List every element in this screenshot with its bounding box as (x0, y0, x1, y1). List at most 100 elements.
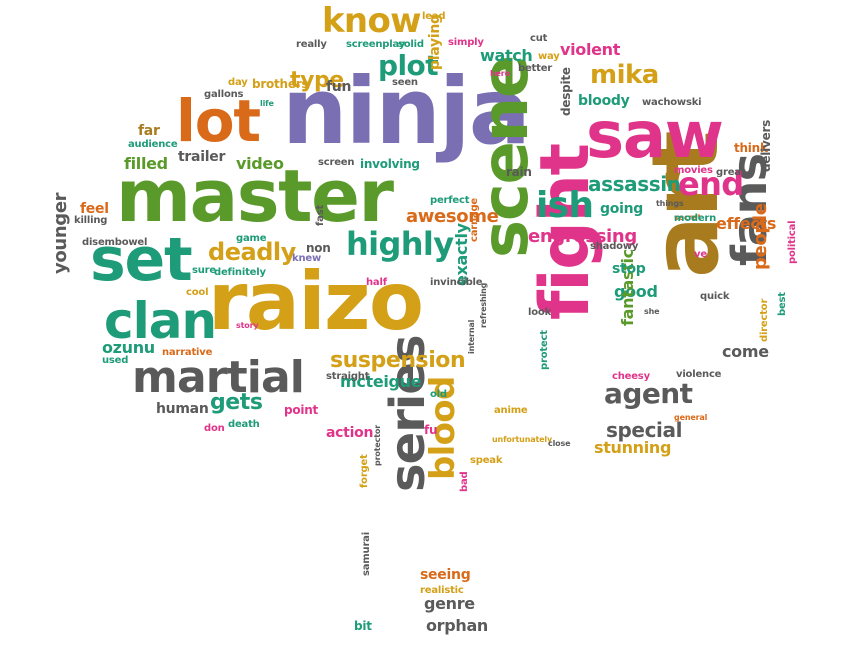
cloud-word-stunning: stunning (594, 438, 672, 457)
cloud-word-effects: effects (716, 214, 777, 233)
cloud-word-better: better (518, 63, 553, 74)
cloud-word-audience: audience (128, 139, 178, 150)
cloud-word-definitely: definitely (214, 267, 266, 278)
cloud-word-cool: cool (186, 287, 209, 298)
cloud-word-forget: forget (359, 454, 370, 488)
cloud-word-action: action (326, 425, 374, 441)
cloud-word-mika: mika (590, 60, 659, 90)
cloud-word-suspension: suspension (330, 348, 466, 373)
cloud-word-violence: violence (676, 369, 722, 380)
cloud-word-shadowy: shadowy (590, 241, 639, 252)
cloud-word-anime: anime (494, 405, 528, 416)
cloud-word-quick: quick (700, 291, 730, 302)
cloud-word-close: close (548, 439, 571, 448)
cloud-word-playing: playing (427, 14, 443, 70)
cloud-word-set: set (90, 225, 193, 295)
cloud-word-type: type (290, 68, 344, 93)
cloud-word-good: good (614, 282, 658, 301)
cloud-word-lot: lot (176, 87, 261, 155)
cloud-word-ve: ve (694, 249, 707, 260)
cloud-word-trailer: trailer (178, 149, 226, 165)
cloud-word-feel: feel (80, 201, 109, 217)
cloud-word-simply: simply (448, 37, 484, 48)
cloud-word-protector: protector (373, 425, 382, 466)
cloud-word-martial: martial (132, 352, 305, 403)
cloud-word-stop: stop (612, 261, 646, 277)
cloud-word-best: best (777, 292, 788, 316)
cloud-word-human: human (156, 401, 209, 417)
cloud-word-involving: involving (360, 157, 420, 171)
cloud-word-violent: violent (560, 40, 621, 59)
cloud-word-unfortunately: unfortunately (492, 435, 553, 444)
cloud-word-watch: watch (480, 46, 533, 65)
cloud-word-know: know (322, 1, 422, 41)
cloud-word-great: great (716, 167, 746, 178)
cloud-word-half: half (366, 277, 387, 288)
cloud-word-seen: seen (392, 77, 418, 88)
cloud-word-story: story (236, 321, 259, 330)
cloud-word-wachowski: wachowski (642, 97, 702, 108)
cloud-word-solid: solid (398, 39, 424, 50)
cloud-word-fu: fu (424, 423, 438, 437)
cloud-word-disembowel: disembowel (82, 237, 148, 248)
cloud-word-internal: internal (467, 319, 476, 354)
cloud-word-look: look (528, 307, 552, 318)
cloud-word-deadly: deadly (208, 238, 296, 266)
cloud-word-day: day (228, 77, 248, 88)
cloud-word-cut: cut (530, 33, 548, 44)
cloud-word-rain: rain (506, 165, 532, 179)
cloud-word-hero: hero (490, 69, 510, 78)
cloud-word-bad: bad (459, 471, 470, 492)
cloud-word-highly: highly (346, 225, 454, 263)
cloud-word-despite: despite (559, 67, 573, 116)
cloud-word-she: she (644, 307, 660, 316)
cloud-word-knew: knew (292, 253, 321, 264)
cloud-word-saw: saw (586, 99, 724, 173)
cloud-word-think: think (734, 141, 768, 155)
cloud-word-agent: agent (604, 377, 693, 410)
cloud-word-ninja: ninja (282, 58, 531, 165)
cloud-word-perfect: perfect (430, 195, 470, 206)
cloud-word-raizo: raizo (208, 255, 424, 348)
cloud-word-seeing: seeing (420, 567, 471, 583)
cloud-word-gallons: gallons (204, 89, 244, 100)
cloud-word-screenplay: screenplay (346, 39, 406, 50)
cloud-word-things: things (656, 199, 684, 208)
cloud-word-clan: clan (104, 292, 217, 350)
cloud-word-life: life (260, 99, 274, 108)
cloud-word-awesome: awesome (406, 206, 499, 227)
cloud-word-realistic: realistic (420, 585, 464, 596)
cloud-word-brothers: brothers (252, 77, 309, 91)
cloud-word-old: old (430, 389, 447, 400)
cloud-word-movies: movies (674, 165, 713, 176)
cloud-word-protect: protect (539, 330, 550, 370)
cloud-word-director: director (759, 298, 770, 342)
cloud-word-orphan: orphan (426, 616, 488, 635)
cloud-word-samurai: samurai (361, 532, 372, 576)
cloud-word-bit: bit (354, 619, 372, 633)
cloud-word-cheesy: cheesy (612, 371, 650, 382)
cloud-word-assassin: assassin (588, 172, 681, 196)
cloud-word-come: come (722, 342, 769, 361)
cloud-word-genre: genre (424, 594, 475, 613)
cloud-word-end: end (678, 165, 744, 203)
cloud-word-general: general (674, 413, 708, 422)
cloud-word-special: special (606, 418, 683, 442)
cloud-word-delivers: delivers (759, 119, 773, 172)
cloud-word-straight: straight (326, 371, 370, 382)
cloud-word-refreshing: refreshing (479, 282, 488, 328)
cloud-word-ozunu: ozunu (102, 338, 155, 357)
cloud-word-point: point (284, 403, 319, 417)
cloud-word-younger: younger (50, 192, 71, 274)
cloud-word-screen: screen (318, 157, 355, 168)
cloud-word-used: used (102, 355, 129, 366)
cloud-word-narrative: narrative (162, 347, 213, 358)
cloud-word-bloody: bloody (578, 93, 630, 109)
cloud-word-non: non (306, 241, 331, 255)
cloud-word-killing: killing (74, 215, 108, 226)
cloud-word-video: video (236, 154, 284, 173)
cloud-word-gets: gets (210, 390, 263, 415)
cloud-word-secret: secret (674, 213, 702, 222)
cloud-word-lead: lead (422, 11, 446, 22)
cloud-word-fast: fast (315, 204, 326, 226)
